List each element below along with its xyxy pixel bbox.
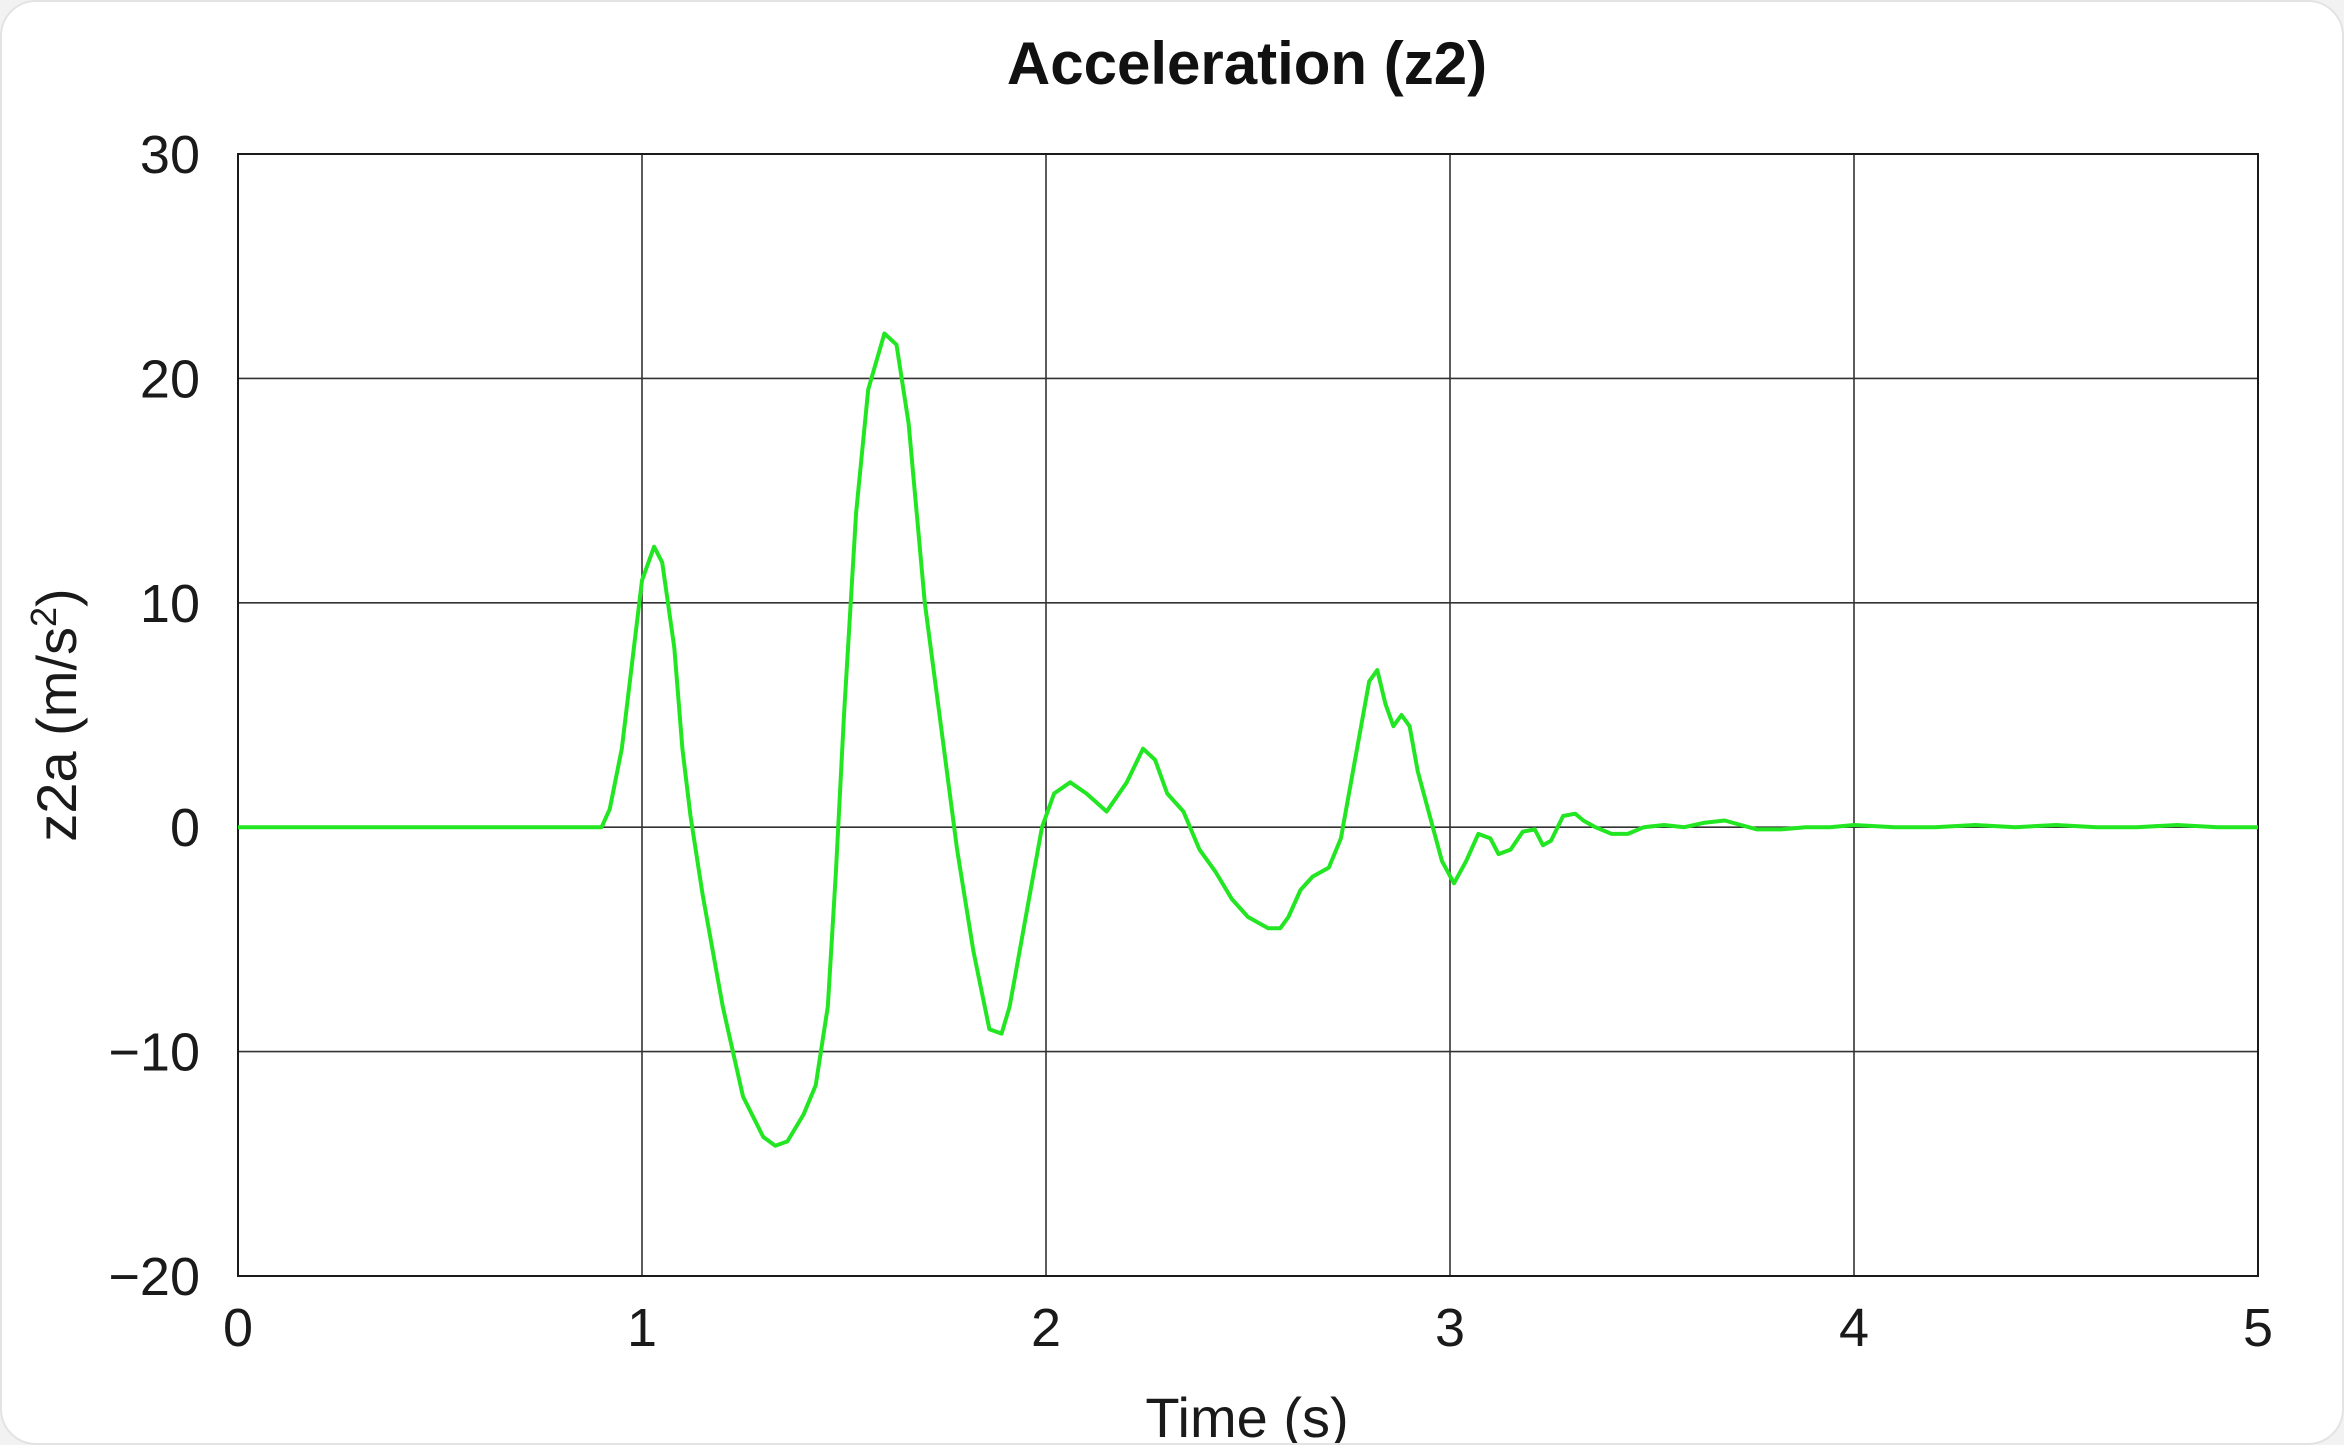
y-axis-label-close: ) <box>25 588 88 607</box>
y-tick-label: 20 <box>140 349 200 409</box>
grid-lines <box>237 153 2259 1277</box>
x-tick-label: 1 <box>627 1298 657 1358</box>
y-tick-label: −10 <box>108 1023 200 1083</box>
y-tick-label: 30 <box>140 125 200 185</box>
x-tick-label: 0 <box>223 1298 253 1358</box>
y-axis-label: z2a (m/s2) <box>23 588 88 841</box>
y-tick-label: 10 <box>140 574 200 634</box>
chart-title: Acceleration (z2) <box>1007 30 1487 97</box>
y-tick-label: 0 <box>170 798 200 858</box>
x-axis-label: Time (s) <box>1145 1386 1348 1443</box>
y-tick-label: −20 <box>108 1247 200 1307</box>
x-tick-label: 3 <box>1435 1298 1465 1358</box>
y-axis-label-main: z2a (m/s <box>25 627 88 842</box>
x-tick-label: 4 <box>1839 1298 1869 1358</box>
y-axis-label-superscript: 2 <box>23 607 64 627</box>
x-axis-ticks: 0 1 2 3 4 5 <box>223 1298 2273 1358</box>
x-tick-label: 5 <box>2243 1298 2273 1358</box>
plot-frame <box>237 153 2259 1277</box>
series-line-z2a <box>238 331 2258 1148</box>
y-axis-ticks: −20 −10 0 10 20 30 <box>108 125 200 1307</box>
x-tick-label: 2 <box>1031 1298 1061 1358</box>
